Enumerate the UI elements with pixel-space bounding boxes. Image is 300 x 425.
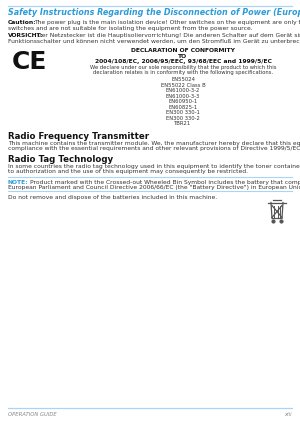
Text: Radio Frequency Transmitter: Radio Frequency Transmitter [8,131,149,141]
Text: This machine contains the transmitter module. We, the manufacturer hereby declar: This machine contains the transmitter mo… [8,141,300,145]
Text: compliance with the essential requirements and other relevant provisions of Dire: compliance with the essential requiremen… [8,146,300,151]
Text: 2004/108/EC, 2006/95/EEC, 93/68/EEC and 1999/5/EC: 2004/108/EC, 2006/95/EEC, 93/68/EEC and … [94,59,272,64]
Text: TO: TO [178,54,188,59]
Text: Product marked with the Crossed-out Wheeled Bin Symbol includes the battery that: Product marked with the Crossed-out Whee… [30,179,300,184]
Text: OPERATION GUIDE: OPERATION GUIDE [8,412,57,417]
Text: Do not remove and dispose of the batteries included in this machine.: Do not remove and dispose of the batteri… [8,195,217,199]
Text: EN61000-3-2: EN61000-3-2 [166,88,200,93]
Text: Funktionsschalter und können nicht verwendet werden, um den Stromfluß im Gerät z: Funktionsschalter und können nicht verwe… [8,39,300,43]
Text: Der Netzstecker ist die Hauptisoliervorrichtung! Die anderen Schalter auf dem Ge: Der Netzstecker ist die Hauptisoliervorr… [37,33,300,38]
Text: DECLARATION OF CONFORMITY: DECLARATION OF CONFORMITY [131,48,235,53]
Text: European Parliament and Council Directive 2006/66/EC (the "Battery Directive") i: European Parliament and Council Directiv… [8,185,300,190]
Text: EN60950-1: EN60950-1 [168,99,198,104]
Text: Caution:: Caution: [8,20,37,25]
Text: Safety Instructions Regarding the Disconnection of Power (Europe): Safety Instructions Regarding the Discon… [8,8,300,17]
Text: EN300 330-1: EN300 330-1 [166,110,200,115]
Text: to authorization and the use of this equipment may consequently be restricted.: to authorization and the use of this equ… [8,169,248,174]
Text: TBR21: TBR21 [174,121,192,126]
Text: The power plug is the main isolation device! Other switches on the equipment are: The power plug is the main isolation dev… [34,20,300,25]
Text: VORSICHT:: VORSICHT: [8,33,44,38]
Text: CE: CE [12,50,47,74]
Text: We declare under our sole responsibility that the product to which this: We declare under our sole responsibility… [90,65,276,70]
Text: EN55022 Class B: EN55022 Class B [160,82,206,88]
Text: Radio Tag Technology: Radio Tag Technology [8,155,113,164]
Text: EN300 330-2: EN300 330-2 [166,116,200,121]
Text: switches and are not suitable for isolating the equipment from the power source.: switches and are not suitable for isolat… [8,26,253,31]
Text: xiii: xiii [284,412,292,417]
Text: NOTE:: NOTE: [8,179,28,184]
Text: EN55024: EN55024 [171,77,195,82]
Text: declaration relates is in conformity with the following specifications.: declaration relates is in conformity wit… [93,70,273,75]
Text: EN60825-1: EN60825-1 [168,105,198,110]
Text: EN61000-3-3: EN61000-3-3 [166,94,200,99]
Text: In some countries the radio tag technology used in this equipment to identify th: In some countries the radio tag technolo… [8,164,300,168]
